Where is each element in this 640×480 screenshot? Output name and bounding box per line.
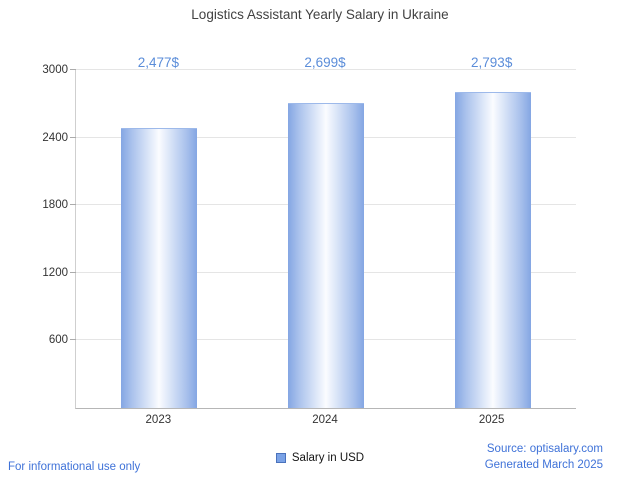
bar <box>121 127 198 408</box>
x-axis-label: 2023 <box>145 414 172 426</box>
y-axis-label: 1800 <box>42 199 68 212</box>
legend-swatch-icon <box>275 453 286 463</box>
y-axis-label: 2400 <box>42 131 68 144</box>
y-tick-mark <box>70 136 76 138</box>
bar-value-label: 2,793$ <box>471 55 513 70</box>
chart-title: Logistics Assistant Yearly Salary in Ukr… <box>191 7 449 22</box>
legend: Salary in USD <box>0 450 640 466</box>
value-labels-row: 2,477$ 2,699$ 2,793$ <box>75 55 575 70</box>
y-tick-mark <box>70 271 76 273</box>
bar <box>288 102 364 408</box>
bar-slot <box>409 70 576 408</box>
x-axis-label: 2024 <box>312 414 338 426</box>
x-axis-label: 2025 <box>478 414 505 426</box>
bar <box>454 92 531 408</box>
plot-area <box>70 69 576 409</box>
y-tick-mark <box>70 204 76 206</box>
disclaimer-text: For informational use only <box>8 461 141 473</box>
bar-slot <box>243 70 410 408</box>
bar-slot <box>76 70 243 408</box>
bar-value-label: 2,699$ <box>304 55 346 70</box>
bars-row <box>76 70 576 408</box>
y-tick-mark <box>70 339 76 341</box>
source-block: Source: optisalary.com Generated March 2… <box>485 441 603 473</box>
legend-label: Salary in USD <box>291 452 365 464</box>
bar-value-label: 2,477$ <box>137 55 179 70</box>
y-axis-label: 3000 <box>42 64 68 76</box>
generated-date: Generated March 2025 <box>484 459 603 471</box>
y-tick-mark <box>70 69 76 70</box>
x-axis-labels: 2023 2024 2025 <box>75 414 575 426</box>
y-axis-label: 600 <box>48 334 68 347</box>
y-axis-label: 1200 <box>42 266 68 279</box>
gridline <box>76 69 576 70</box>
source-link[interactable]: Source: optisalary.com <box>486 443 603 455</box>
y-axis: 600 1200 1800 2400 3000 <box>0 64 68 408</box>
